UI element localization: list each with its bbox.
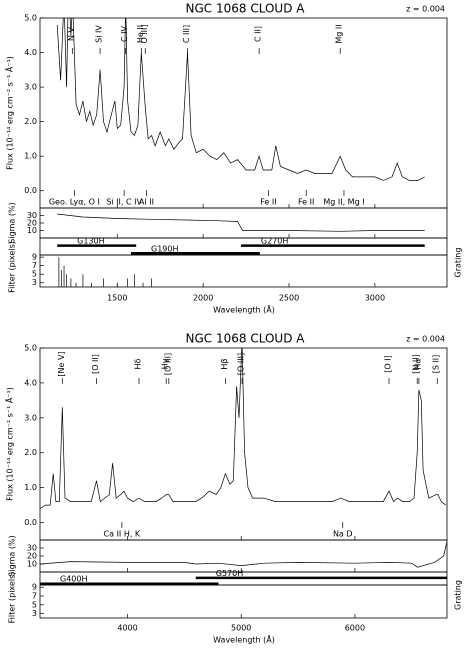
filter-tick-label: 7 — [32, 261, 37, 270]
filter-label: Filter (pixels) — [8, 572, 17, 624]
emission-label: O III] — [140, 24, 149, 43]
chart-title: NGC 1068 CLOUD A — [186, 2, 306, 16]
emission-label: [S II] — [432, 355, 441, 374]
emission-label: [Ne V] — [57, 351, 66, 376]
x-tick-label: 4000 — [117, 624, 137, 633]
filter-tick-label: 3 — [32, 609, 37, 618]
sigma-tick-label: 10 — [27, 560, 37, 569]
redshift: z = 0.004 — [406, 335, 445, 344]
emission-label: [O III] — [237, 353, 246, 375]
grating-name: G130H — [77, 237, 104, 246]
sigma-tick-label: 30 — [27, 211, 37, 220]
y-tick-label: 2.0 — [24, 448, 37, 457]
flux-line — [56, 18, 425, 181]
sigma-tick-label: 10 — [27, 226, 37, 235]
emission-label: N V — [67, 26, 76, 41]
grating-name: G400H — [60, 575, 87, 584]
filter-label: Filter (pixels) — [8, 241, 17, 293]
flux-line — [40, 348, 447, 509]
emission-label: [O II] — [91, 354, 100, 374]
grating-name: G190H — [151, 244, 178, 253]
x-tick-label: 1500 — [107, 294, 127, 303]
y-tick-label: 4.0 — [24, 48, 37, 57]
filter-tick-label: 9 — [32, 583, 37, 592]
emission-label: [O I] — [384, 355, 393, 372]
absorption-label: Fe II — [260, 198, 276, 207]
sigma-tick-label: 30 — [27, 544, 37, 553]
emission-label: [N II] — [412, 354, 421, 374]
grating-name: G270H — [261, 237, 288, 246]
y-axis-label: Flux (10⁻¹⁴ erg cm⁻² s⁻¹ Å⁻¹) — [4, 387, 15, 501]
absorption-label: Geo. Lyα, O I — [49, 198, 100, 207]
absorption-label: Si II, C IV — [106, 198, 142, 207]
grating-label: Grating — [454, 248, 463, 278]
panel-frame — [39, 347, 448, 541]
emission-label: C III] — [182, 25, 191, 43]
chart-title: NGC 1068 CLOUD A — [186, 332, 306, 346]
emission-label: [O III] — [163, 353, 172, 375]
absorption-label: Fe II — [298, 198, 314, 207]
sigma-label: Sigma (%) — [8, 535, 17, 576]
emission-label: Si IV — [95, 25, 104, 43]
sigma-tick-label: 20 — [27, 219, 37, 228]
panel-frame — [39, 254, 448, 288]
x-tick-label: 2000 — [193, 294, 213, 303]
absorption-label: Mg II, Mg I — [323, 198, 364, 207]
panel-frame — [39, 584, 448, 619]
y-tick-label: 2.0 — [24, 117, 37, 126]
filter-tick-label: 9 — [32, 253, 37, 262]
x-tick-label: 3000 — [365, 294, 385, 303]
x-axis-label: Wavelength (Å) — [213, 304, 275, 315]
filter-tick-label: 3 — [32, 278, 37, 287]
absorption-label: Al II — [139, 198, 154, 207]
emission-label: C II] — [254, 26, 263, 42]
panel-frame — [39, 539, 448, 573]
absorption-label: Ca II H, K — [104, 530, 141, 539]
filter-tick-label: 5 — [32, 270, 37, 279]
emission-label: Hγ — [161, 358, 170, 369]
y-tick-label: 1.0 — [24, 152, 37, 161]
sigma-line — [57, 213, 425, 232]
y-tick-label: 0.0 — [24, 186, 37, 195]
y-tick-label: 4.0 — [24, 378, 37, 387]
y-axis-label: Flux (10⁻¹⁴ erg cm⁻² s⁻¹ Å⁻¹) — [4, 56, 15, 170]
absorption-label: Na D — [333, 530, 353, 539]
filter-tick-label: 7 — [32, 592, 37, 601]
emission-label: Hβ — [220, 358, 229, 369]
emission-label: C IV — [120, 25, 129, 41]
sigma-tick-label: 20 — [27, 552, 37, 561]
grating-label: Grating — [454, 580, 463, 610]
filter-tick-label: 5 — [32, 600, 37, 609]
y-tick-label: 0.0 — [24, 518, 37, 527]
emission-label: Mg II — [335, 24, 344, 43]
emission-label: He II — [136, 25, 145, 43]
emission-label: Hδ — [134, 358, 143, 369]
panel-frame — [39, 207, 448, 239]
y-tick-label: 5.0 — [24, 344, 37, 353]
emission-label: Hα — [413, 358, 422, 369]
y-tick-label: 1.0 — [24, 483, 37, 492]
x-tick-label: 5000 — [231, 624, 251, 633]
sigma-label: Sigma (%) — [8, 202, 17, 243]
y-tick-label: 5.0 — [24, 14, 37, 23]
x-tick-label: 6000 — [345, 624, 365, 633]
grating-name: G570H — [216, 569, 243, 578]
y-tick-label: 3.0 — [24, 413, 37, 422]
sigma-line — [39, 541, 448, 568]
redshift: z = 0.004 — [406, 5, 445, 14]
x-tick-label: 2500 — [279, 294, 299, 303]
y-tick-label: 3.0 — [24, 83, 37, 92]
x-axis-label: Wavelength (Å) — [213, 634, 275, 645]
